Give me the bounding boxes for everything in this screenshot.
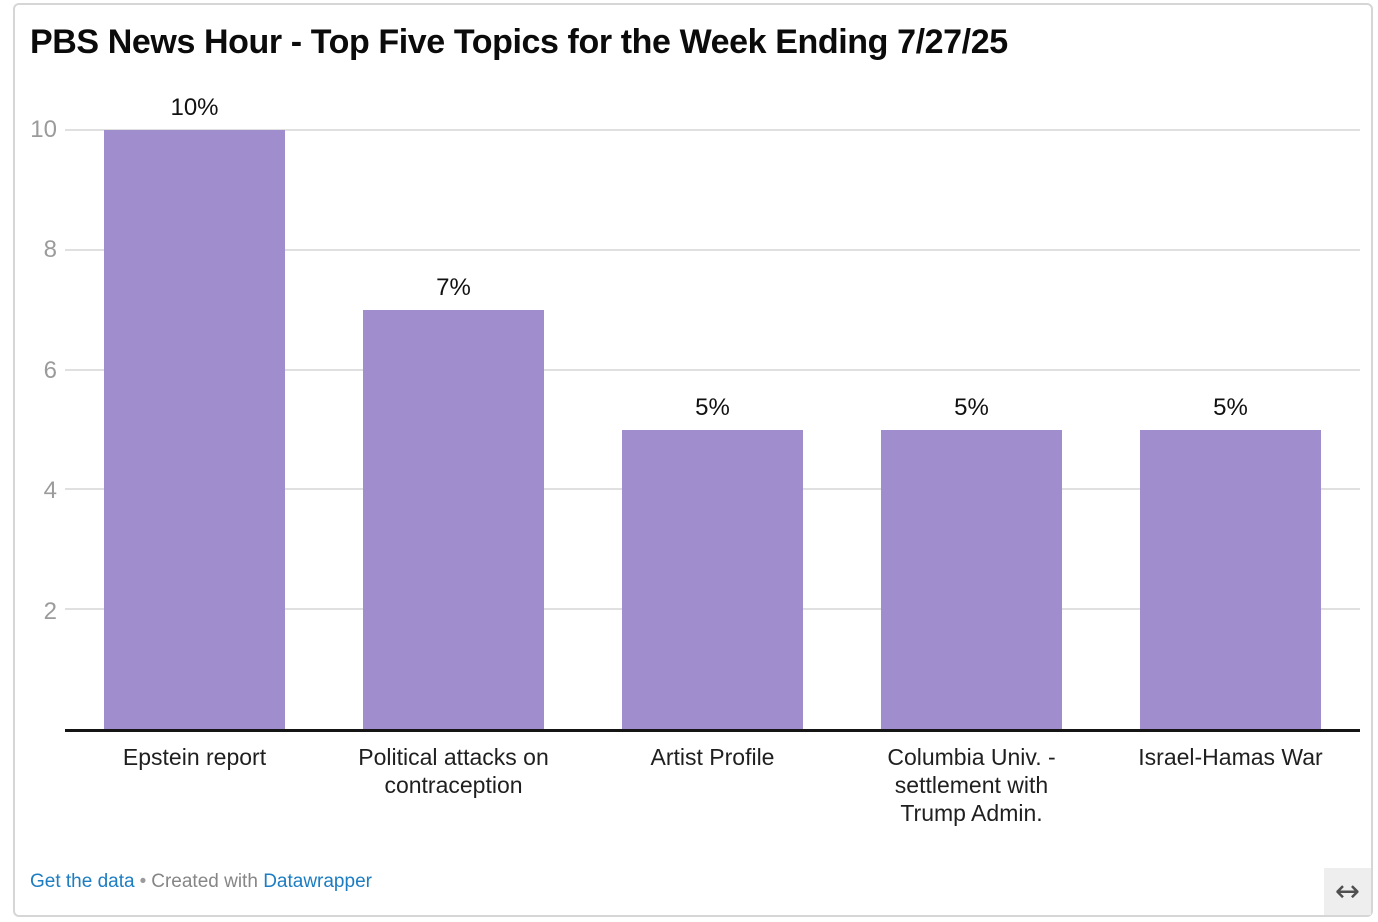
y-axis-tick-label: 4 [43,477,57,505]
bar [103,130,286,729]
resize-handle-button[interactable]: ↔ [1324,868,1371,915]
horizontal-resize-arrow-icon: ↔ [1334,874,1361,909]
bar-value-label: 5% [954,393,989,421]
gridline [65,368,1360,371]
chart-widget: PBS News Hour - Top Five Topics for the … [13,3,1373,917]
category-label: Epstein report [122,744,267,770]
y-axis: 2 4 6 8 10 [15,116,57,732]
bar-value-label: 5% [695,393,730,421]
category-label: Artist Profile [650,744,775,770]
bar [621,429,804,729]
bar [362,309,545,729]
footer-separator: • [139,871,147,892]
bar-slot: 7% [324,130,583,729]
gridline [65,248,1360,251]
y-axis-tick-label: 6 [43,356,57,384]
category-label: Political attacks on contraception [358,744,549,798]
footer-created-with-text: Created with [151,871,258,892]
chart-title: PBS News Hour - Top Five Topics for the … [30,23,1008,61]
category-label: Israel-Hamas War [1138,744,1323,770]
bar-slot: 10% [65,94,324,729]
datawrapper-link[interactable]: Datawrapper [263,871,372,892]
bar [880,429,1063,729]
plot-area: 10% 7% 5% 5% 5% [65,94,1360,732]
y-axis-tick-label: 2 [43,597,57,625]
gridline [65,129,1360,131]
bar-slot: 5% [842,130,1101,729]
get-the-data-link[interactable]: Get the data [30,871,135,892]
category-label: Columbia Univ. - settlement with Trump A… [887,744,1056,826]
bar-slot: 5% [1101,130,1360,729]
footer: Get the data • Created with Datawrapper [30,869,372,895]
bar [1139,429,1322,729]
bar-value-label: 7% [436,273,471,301]
bar-value-label: 10% [170,94,219,121]
bar-slot: 5% [583,130,842,729]
bar-value-label: 5% [1213,393,1248,421]
y-axis-tick-label: 8 [43,236,57,264]
y-axis-tick-label: 10 [30,116,57,143]
